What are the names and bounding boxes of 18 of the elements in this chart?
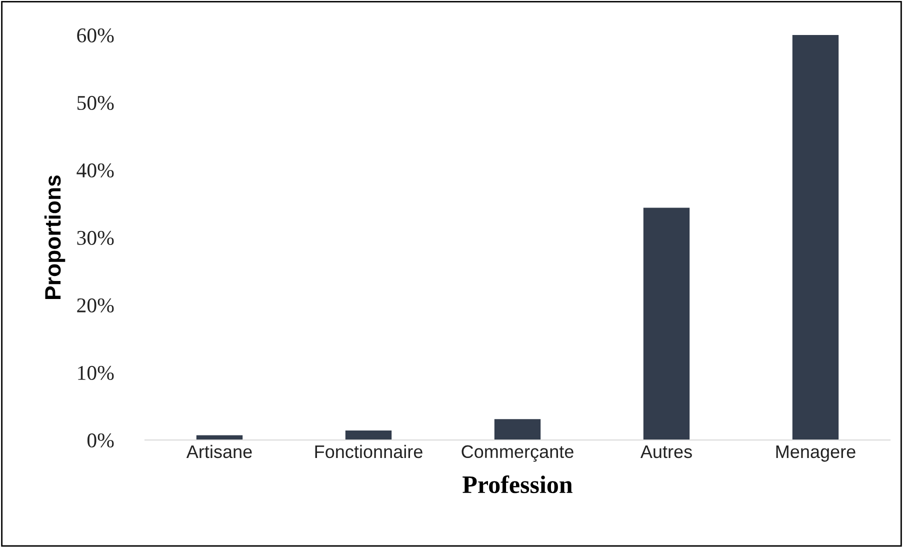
y-axis-title: Proportions (44, 175, 66, 299)
y-tick-label: 50% (77, 96, 114, 110)
y-tick-label: 0% (87, 433, 114, 448)
x-axis-title: Profession (462, 475, 572, 494)
bar (792, 35, 839, 440)
x-tick-label: Artisane (186, 444, 252, 458)
bar (494, 419, 541, 440)
y-tick-label: 10% (78, 366, 114, 380)
bar (345, 430, 392, 440)
x-tick-label: Autres (640, 446, 692, 458)
x-tick-label: Fonctionnaire (315, 444, 422, 458)
x-tick-label: Commerçante (462, 445, 574, 462)
y-tick-label: 40% (76, 163, 114, 178)
y-tick-label: 30% (77, 230, 114, 245)
x-tick-label: Menagere (776, 446, 856, 462)
y-tick-label: 20% (77, 298, 114, 312)
bar (643, 208, 690, 440)
y-tick-label: 60% (77, 28, 114, 42)
